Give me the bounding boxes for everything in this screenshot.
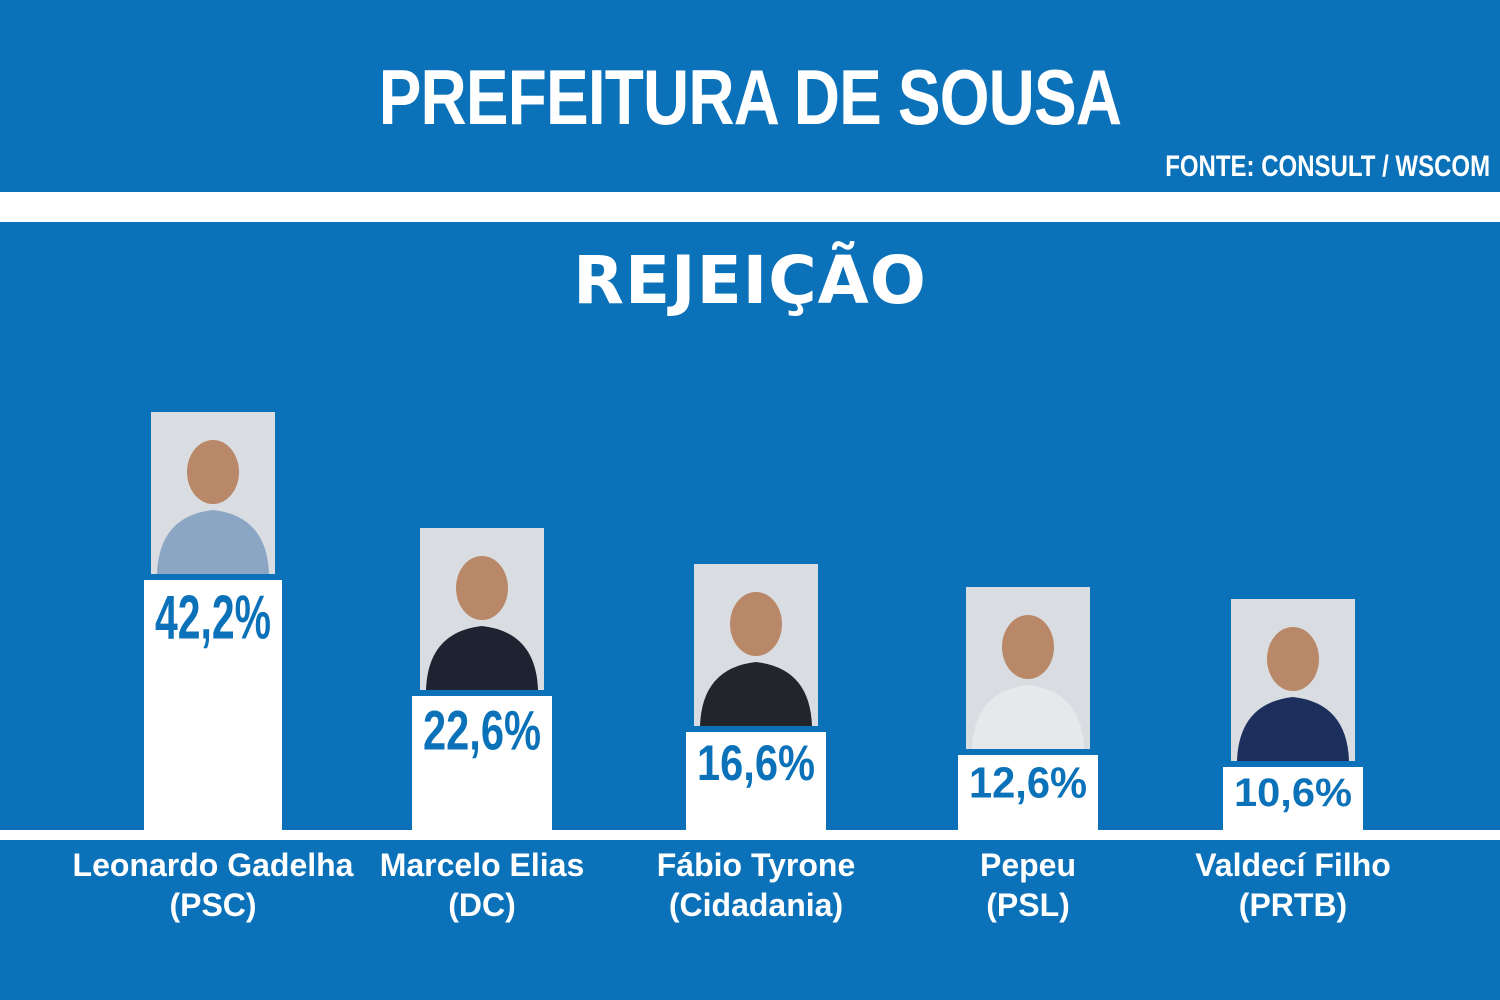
- chart-baseline: [0, 830, 1500, 840]
- candidate-head: [1002, 615, 1054, 679]
- bar-value-label: 12,6%: [969, 759, 1087, 808]
- header: PREFEITURA DE SOUSA FONTE: CONSULT / WSC…: [0, 0, 1500, 192]
- source-credit: FONTE: CONSULT / WSCOM: [1165, 150, 1490, 183]
- bar: [958, 755, 1098, 830]
- candidate-head: [1267, 627, 1319, 691]
- bar: [144, 580, 282, 830]
- candidate-party: (PSC): [169, 887, 256, 923]
- candidate-name: Pepeu: [980, 847, 1076, 883]
- candidate-party: (PSL): [986, 887, 1070, 923]
- bar: [1223, 767, 1363, 830]
- candidate-body: [1237, 697, 1349, 761]
- candidate-body: [700, 662, 812, 726]
- header-divider: [0, 192, 1500, 222]
- bar: [412, 696, 552, 830]
- candidate-head: [730, 592, 782, 656]
- candidate-name: Leonardo Gadelha: [73, 847, 354, 883]
- bar-value-label: 16,6%: [697, 735, 815, 791]
- page-title: PREFEITURA DE SOUSA: [378, 53, 1122, 141]
- candidate-head: [456, 556, 508, 620]
- bar: [686, 732, 826, 830]
- candidate-party: (DC): [448, 887, 516, 923]
- chart-title: REJEIÇÃO: [573, 242, 927, 319]
- bar-value-label: 22,6%: [423, 698, 541, 761]
- candidate-head: [187, 440, 239, 504]
- candidate-name: Valdecí Filho: [1195, 847, 1391, 883]
- candidate-name: Fábio Tyrone: [657, 847, 856, 883]
- candidate-body: [426, 626, 538, 690]
- candidate-party: (PRTB): [1239, 887, 1347, 923]
- bar-value-label: 42,2%: [155, 584, 271, 653]
- candidate-party: (Cidadania): [669, 887, 843, 923]
- candidate-body: [972, 685, 1084, 749]
- candidate-body: [157, 510, 269, 574]
- candidate-name: Marcelo Elias: [380, 847, 585, 883]
- bar-value-label: 10,6%: [1234, 771, 1352, 815]
